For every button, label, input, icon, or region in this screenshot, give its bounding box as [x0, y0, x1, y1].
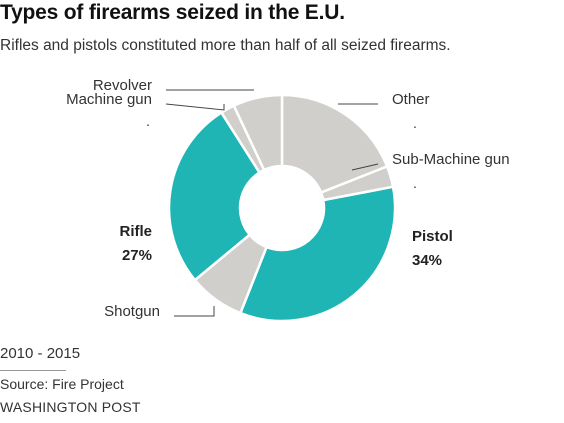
slice-label-pistol: Pistol: [412, 228, 453, 245]
slice-rifle: [167, 110, 262, 282]
slice-value-pistol: 34%: [412, 252, 442, 269]
slice-label-sub-machine-gun: Sub-Machine gun: [392, 151, 510, 168]
publisher-credit: WASHINGTON POST: [0, 399, 141, 415]
slice-label-shotgun: Shotgun: [104, 303, 160, 320]
slice-value-rifle: 27%: [122, 247, 152, 264]
slice-value-other: .: [413, 115, 417, 131]
footer-divider: [0, 370, 66, 371]
slice-value-sub-machine-gun: .: [413, 175, 417, 191]
slice-label-machine-gun: Machine gun: [66, 91, 152, 108]
leader-line-machine-gun: [165, 103, 225, 111]
slice-value-shotgun: .: [154, 329, 158, 340]
date-range: 2010 - 2015: [0, 345, 81, 362]
source-note: Source: Fire Project: [0, 376, 124, 392]
slice-value-machine-gun: .: [146, 113, 150, 129]
slice-label-revolver: Revolver: [93, 77, 152, 94]
leader-line-sub-machine-gun: [351, 163, 379, 171]
donut-chart: Other. Sub-Machine gun. Pistol 34% Shotgun. R…: [66, 77, 510, 340]
chart-title: Types of firearms seized in the E.U.: [0, 1, 345, 24]
slice-label-rifle: Rifle: [119, 223, 152, 240]
slice-pistol: [238, 185, 397, 323]
chart-subtitle: Rifles and pistols constituted more than…: [0, 37, 451, 54]
slice-revolver: [232, 93, 284, 172]
leader-line-shotgun: [174, 306, 215, 317]
slice-label-other: Other: [392, 91, 430, 108]
